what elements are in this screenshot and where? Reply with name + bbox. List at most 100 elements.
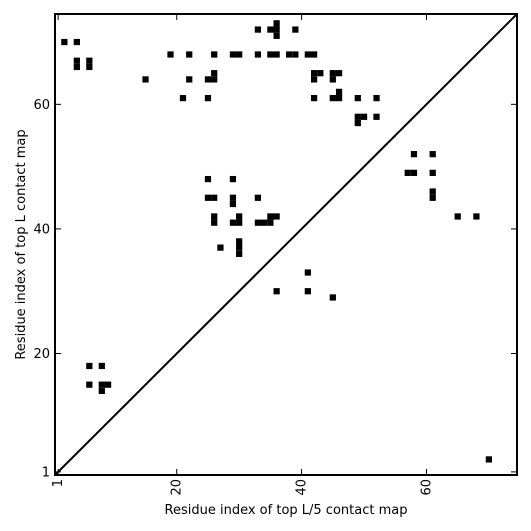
contact-point <box>86 63 93 71</box>
contact-point <box>429 188 436 195</box>
y-tick-label: 60 <box>33 98 50 113</box>
contact-point <box>229 219 237 226</box>
contact-point <box>211 219 218 226</box>
contact-point <box>304 269 311 276</box>
contact-point <box>236 51 243 58</box>
contact-point <box>410 169 418 176</box>
contact-point <box>267 213 274 220</box>
contact-point <box>211 51 218 58</box>
contact-point <box>267 219 274 226</box>
contact-point <box>73 63 80 71</box>
contact-point <box>360 113 368 120</box>
contact-point <box>98 387 105 395</box>
contact-point <box>273 51 280 58</box>
contact-point <box>292 51 299 58</box>
x-axis-label: Residue index of top L/5 contact map <box>165 503 408 518</box>
contact-point <box>229 51 237 58</box>
contact-point <box>229 194 237 201</box>
plot-frame <box>54 13 518 476</box>
contact-point <box>98 362 105 370</box>
contact-point <box>261 219 268 226</box>
points-layer <box>61 20 493 463</box>
contact-point <box>273 26 280 33</box>
y-tick-label: 20 <box>33 347 50 362</box>
contact-point <box>186 51 193 58</box>
contact-point <box>404 169 411 176</box>
contact-point <box>335 70 343 77</box>
contact-point <box>73 38 80 46</box>
contact-point <box>86 362 93 370</box>
contact-point <box>354 119 361 127</box>
contact-point <box>211 76 218 83</box>
contact-point <box>329 76 336 83</box>
y-tick-label: 40 <box>33 222 50 237</box>
contact-point <box>286 51 293 58</box>
contact-point <box>86 381 93 388</box>
x-tick-label: 40 <box>295 479 310 496</box>
contact-point <box>310 70 318 77</box>
diagonal-line <box>54 13 518 476</box>
contact-point <box>304 51 311 58</box>
contact-point <box>179 94 187 102</box>
contact-point <box>429 151 436 158</box>
contact-point <box>236 250 243 257</box>
contact-point <box>211 70 218 77</box>
contact-point <box>292 26 299 33</box>
contact-point <box>335 94 343 102</box>
contact-point <box>204 194 212 201</box>
contact-point <box>329 94 336 102</box>
contact-point <box>142 76 149 83</box>
contact-point <box>204 76 212 83</box>
contact-point <box>236 238 243 245</box>
contact-point <box>354 94 361 102</box>
contact-point <box>104 381 112 388</box>
contact-point <box>229 175 237 183</box>
contact-point <box>98 381 105 388</box>
x-tick-label: 60 <box>419 479 434 496</box>
ticks-layer: 1 20 40 60 1 20 40 60 <box>33 14 517 496</box>
contact-point <box>473 213 480 220</box>
contact-point <box>354 113 361 120</box>
contact-point <box>273 213 280 220</box>
contact-point <box>410 151 418 158</box>
contact-point <box>217 244 224 251</box>
contact-point <box>73 57 80 64</box>
contact-point <box>310 51 318 58</box>
contact-point <box>329 294 336 301</box>
contact-point <box>429 194 436 201</box>
contact-point <box>211 213 218 220</box>
contact-point <box>229 200 237 208</box>
contact-point <box>61 38 68 46</box>
contact-point <box>204 94 212 102</box>
contact-point <box>267 51 274 58</box>
contact-point <box>429 169 436 176</box>
contact-point <box>373 113 380 120</box>
contact-point <box>254 194 262 201</box>
contact-point <box>236 219 243 226</box>
contact-point <box>86 57 93 64</box>
contact-point <box>273 20 280 27</box>
contact-point <box>267 26 274 33</box>
contact-point <box>373 94 380 102</box>
contact-point <box>317 70 324 77</box>
contact-point <box>254 51 262 58</box>
contact-point <box>310 94 318 102</box>
contact-point <box>273 32 280 39</box>
contact-point <box>236 244 243 251</box>
contact-point <box>273 288 280 295</box>
contact-point <box>304 288 311 295</box>
contact-point <box>186 76 193 83</box>
contact-point <box>454 213 461 220</box>
y-axis-label: Residue index of top L contact map <box>14 129 29 359</box>
contact-point <box>310 76 318 83</box>
contact-point <box>254 26 262 33</box>
contact-point <box>236 213 243 220</box>
y-tick-label: 1 <box>42 465 50 480</box>
x-tick-label: 20 <box>170 479 185 496</box>
contact-point <box>254 219 262 226</box>
contact-point <box>485 456 493 463</box>
contact-point <box>167 51 174 58</box>
contact-point <box>211 194 218 201</box>
contact-point <box>204 175 212 183</box>
